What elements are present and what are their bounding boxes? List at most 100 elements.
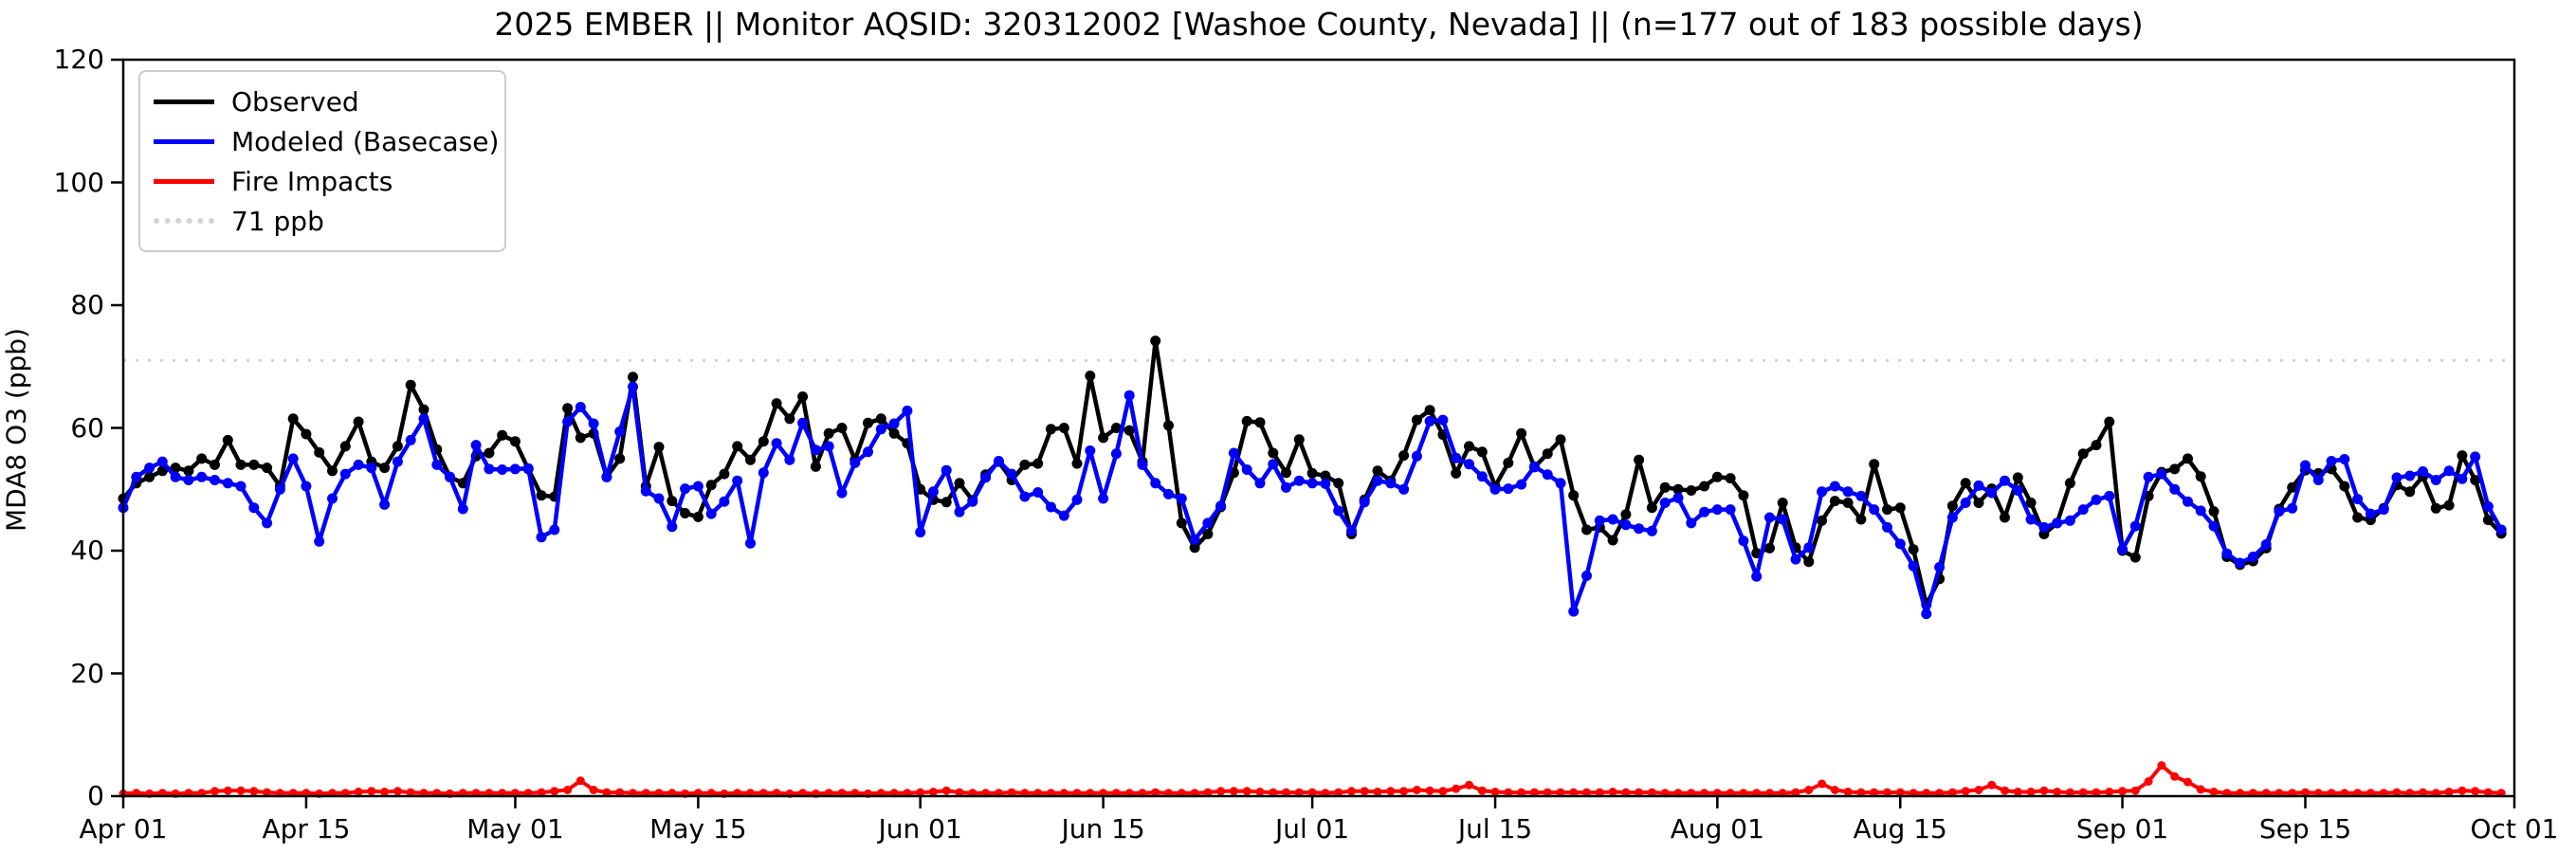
data-point (210, 459, 220, 470)
data-point (1293, 434, 1305, 445)
x-tick-label: Aug 01 (1670, 813, 1764, 844)
data-point (2301, 788, 2310, 797)
data-point (222, 478, 233, 489)
data-point (1046, 424, 1056, 435)
data-point (615, 788, 625, 797)
data-point (1973, 480, 1984, 491)
data-point (457, 503, 468, 515)
data-point (1411, 414, 1422, 426)
data-point (1085, 445, 1096, 456)
data-point (705, 480, 717, 491)
data-point (628, 381, 638, 392)
data-point (1046, 501, 1056, 513)
data-point (797, 417, 809, 428)
data-point (2391, 472, 2402, 483)
data-point (1934, 562, 1946, 572)
data-point (1398, 483, 1410, 495)
data-point (745, 454, 756, 465)
fire-line-sample (154, 178, 214, 184)
data-point (2457, 473, 2468, 484)
data-point (1242, 787, 1251, 796)
data-point (2339, 481, 2350, 492)
data-point (719, 468, 730, 480)
data-point (405, 379, 416, 390)
data-point (1306, 467, 1318, 479)
data-point (928, 788, 938, 796)
data-point (875, 424, 886, 435)
data-point (823, 441, 834, 452)
data-point (392, 456, 403, 467)
data-point (954, 506, 965, 517)
data-point (2025, 498, 2037, 508)
data-point (522, 463, 534, 474)
x-tick-label: May 15 (649, 813, 747, 844)
data-point (2287, 481, 2298, 493)
data-point (705, 508, 717, 519)
data-point (1098, 493, 1109, 504)
data-point (1268, 459, 1279, 470)
data-point (2208, 520, 2220, 532)
data-point (1987, 780, 1997, 789)
data-point (1228, 447, 1239, 459)
data-point (2026, 788, 2036, 796)
data-point (614, 453, 626, 464)
data-point (2352, 494, 2364, 505)
data-point (445, 471, 455, 482)
x-tick-label: Apr 01 (79, 813, 168, 844)
data-point (1163, 488, 1174, 499)
data-point (784, 413, 795, 425)
data-point (536, 532, 547, 543)
data-point (1856, 788, 1866, 797)
data-point (1425, 786, 1434, 795)
data-point (784, 454, 795, 465)
data-point (1842, 498, 1854, 508)
data-point (393, 787, 402, 796)
data-point (2495, 524, 2507, 535)
data-point (248, 459, 260, 470)
data-point (1725, 473, 1736, 484)
data-point (1894, 502, 1906, 514)
data-point (249, 787, 259, 796)
data-point (2247, 552, 2258, 562)
observed-line-sample (154, 99, 214, 104)
data-point (1006, 468, 1017, 480)
data-point (354, 788, 363, 796)
data-point (1269, 788, 1278, 797)
data-point (1085, 371, 1096, 381)
data-point (941, 786, 951, 795)
data-point (1241, 464, 1252, 475)
data-point (927, 486, 939, 498)
x-tick-label: Jun 01 (878, 813, 962, 844)
data-point (1870, 788, 1879, 797)
y-tick-label: 0 (87, 780, 104, 811)
data-point (1464, 459, 1474, 470)
data-point (2143, 471, 2154, 482)
data-point (771, 398, 782, 409)
data-point (2183, 496, 2193, 507)
data-point (1738, 535, 1749, 547)
data-point (1607, 514, 1618, 525)
data-point (2221, 548, 2233, 559)
data-point (955, 788, 964, 797)
threshold-line-sample (154, 218, 214, 224)
data-point (1229, 787, 1238, 796)
data-point (1294, 788, 1304, 797)
legend-item-threshold: 71 ppb (154, 201, 491, 241)
data-point (1947, 788, 1957, 797)
data-point (628, 372, 638, 383)
data-point (1895, 788, 1905, 797)
data-point (2470, 475, 2481, 485)
data-point (1882, 521, 1892, 533)
y-tick-label: 80 (70, 289, 104, 320)
data-point (562, 403, 574, 414)
data-point (732, 475, 743, 486)
data-point (2470, 451, 2481, 463)
data-point (1137, 459, 1148, 470)
data-point (941, 464, 952, 476)
data-point (1777, 514, 1788, 525)
data-point (1569, 788, 1579, 797)
data-point (1385, 478, 1397, 489)
data-point (2287, 502, 2298, 514)
data-point (2000, 512, 2010, 523)
data-point (1071, 458, 1083, 469)
